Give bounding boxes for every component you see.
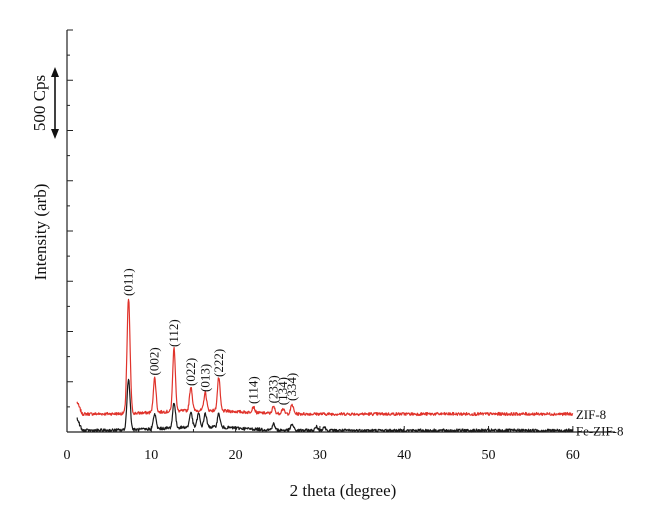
series-label: Fe-ZIF-8 xyxy=(576,424,624,439)
series-layer xyxy=(76,298,574,433)
y-axis-label: Intensity (arb) xyxy=(31,184,50,281)
peak-label: (334) xyxy=(284,373,299,401)
peak-label: (022) xyxy=(183,358,198,386)
peak-label: (233) xyxy=(266,375,281,403)
scale-bar-label: 500 Cps xyxy=(30,75,49,131)
x-tick-label: 20 xyxy=(229,448,243,463)
scale-bar-arrow-down xyxy=(51,129,59,139)
x-axis-label: 2 theta (degree) xyxy=(290,481,397,500)
x-tick-label: 0 xyxy=(64,448,71,463)
peak-label: (013) xyxy=(197,364,212,392)
peak-label: (002) xyxy=(147,347,162,375)
peak-label: (222) xyxy=(211,349,226,377)
peak-label: (112) xyxy=(166,319,181,347)
x-tick-label: 60 xyxy=(566,448,580,463)
scale-bar-arrow-up xyxy=(51,67,59,77)
x-tick-label: 50 xyxy=(482,448,496,463)
x-tick-label: 40 xyxy=(397,448,411,463)
peak-label: (114) xyxy=(245,376,260,404)
x-tick-label: 30 xyxy=(313,448,327,463)
labels-layer: ZIF-8 (011) (002) (112)(022) (013)(222) (114)… xyxy=(121,268,624,438)
series-label: ZIF-8 xyxy=(576,407,606,422)
peak-label: (134) xyxy=(275,377,290,405)
axes: 0 10 20 30 40 50 60 500 Cps xyxy=(30,29,615,463)
scale-bar: 500 Cps xyxy=(30,67,59,139)
series-line-fe-zif-8 xyxy=(76,378,574,433)
x-tick-label: 10 xyxy=(144,448,158,463)
series-line-zif-8 xyxy=(76,298,574,417)
peak-label: (011) xyxy=(121,268,136,296)
